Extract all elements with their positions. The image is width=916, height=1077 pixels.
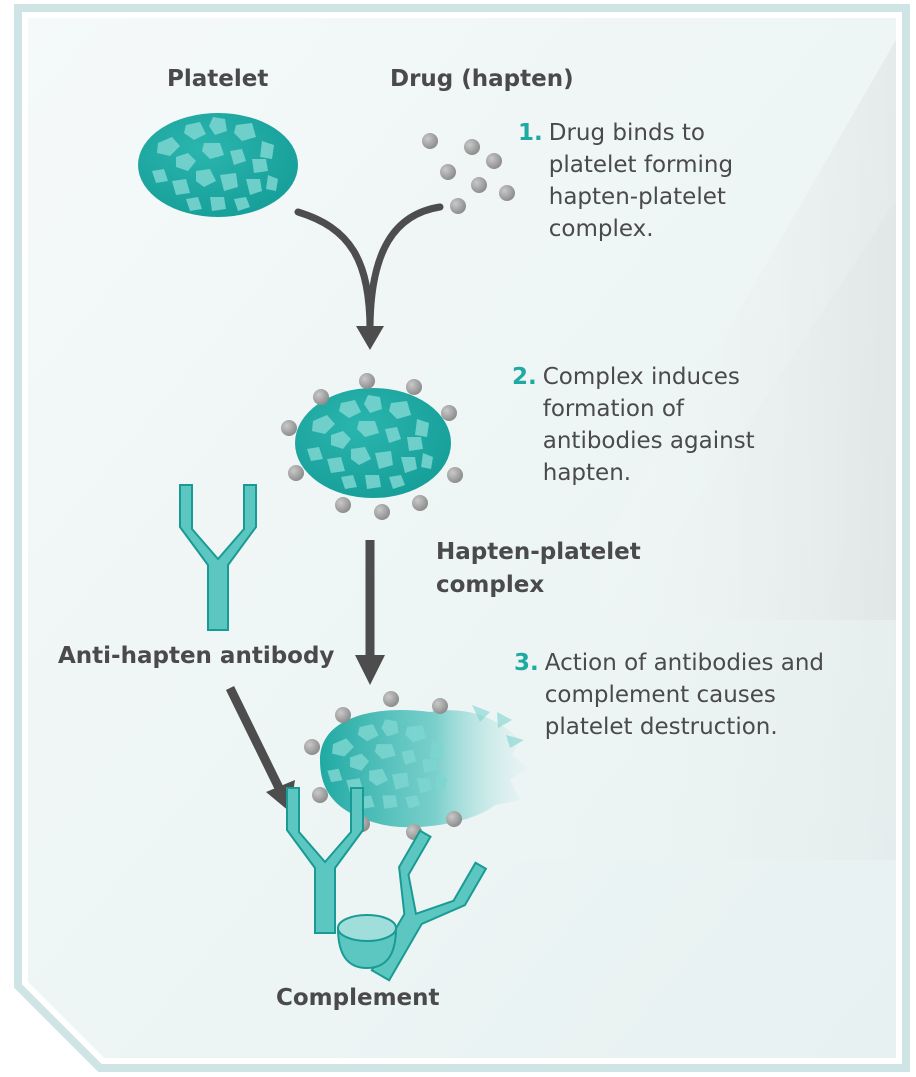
hapten-platelet-complex	[295, 388, 451, 498]
diagonal-arrow	[225, 686, 285, 792]
step-2: 2. Complex induces formation of antibodi…	[512, 361, 882, 489]
step-1-number: 1.	[518, 120, 543, 146]
step-1-text: Drug binds to platelet forming hapten-pl…	[548, 120, 734, 242]
drug-hapten-label: Drug (hapten)	[390, 66, 574, 92]
platelet-destroyed	[320, 705, 528, 828]
complement-icon	[336, 914, 398, 970]
drug-hapten-molecules	[422, 133, 515, 214]
platelet-label: Platelet	[167, 66, 269, 92]
down-arrow-head	[355, 655, 385, 685]
step-3-text: Action of antibodies and complement caus…	[544, 650, 825, 740]
background-shade-lower	[460, 200, 896, 860]
step-3: 3. Action of antibodies and complement c…	[514, 647, 884, 743]
anti-hapten-antibody-label: Anti-hapten antibody	[58, 643, 335, 669]
complex-bound-haptens	[281, 373, 463, 520]
complement-label: Complement	[276, 985, 440, 1011]
step-2-number: 2.	[512, 364, 537, 390]
step-1: 1. Drug binds to platelet forming hapten…	[518, 117, 888, 245]
merge-arrow-head	[356, 326, 384, 350]
hapten-platelet-complex-label: Hapten-platelet complex	[436, 539, 641, 598]
merge-arrow	[294, 203, 444, 334]
step-2-text: Complex induces formation of antibodies …	[542, 364, 755, 486]
step-3-number: 3.	[514, 650, 539, 676]
platelet-initial	[138, 113, 298, 217]
